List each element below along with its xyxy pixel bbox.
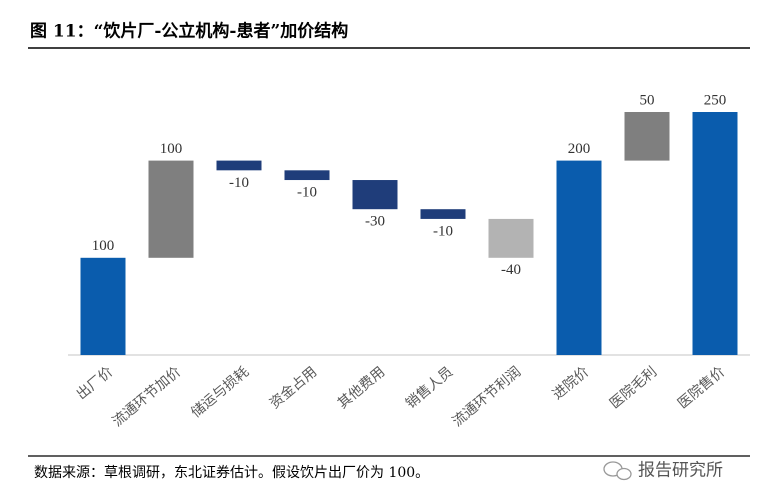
bar: [420, 209, 466, 219]
x-tick-label: 医院售价: [675, 364, 728, 412]
chart-title: 图 11：“饮片厂-公立机构-患者”加价结构: [30, 21, 348, 42]
source-note: 数据来源：草根调研，东北证券估计。假设饮片出厂价为 100。: [34, 465, 429, 481]
bar: [352, 180, 398, 210]
value-label: -30: [365, 214, 385, 230]
watermark-icon: [603, 461, 632, 481]
bar: [148, 160, 194, 258]
x-tick-label: 医院毛利: [607, 364, 660, 412]
bar: [624, 112, 670, 161]
bar: [80, 257, 126, 355]
x-tick-label: 流通环节利润: [450, 364, 525, 430]
value-label: 200: [568, 141, 591, 157]
x-tick-label: 销售人员: [403, 364, 456, 412]
value-label: 50: [640, 92, 655, 108]
value-label: 250: [704, 92, 727, 108]
bar: [284, 170, 330, 181]
bar: [556, 160, 602, 355]
value-label: -10: [433, 223, 453, 239]
watermark: 报告研究所: [638, 461, 723, 481]
value-label: 100: [92, 238, 115, 254]
bar: [488, 218, 534, 258]
x-tick-label: 流通环节加价: [110, 364, 185, 430]
x-tick-label: 出厂价: [74, 364, 116, 403]
bar: [692, 112, 738, 355]
x-tick-label: 储运与损耗: [188, 364, 252, 421]
value-label: -10: [297, 184, 317, 200]
value-label: -40: [501, 262, 521, 278]
value-label: 100: [160, 141, 183, 157]
value-label: -10: [229, 175, 249, 191]
bar: [216, 160, 262, 171]
x-tick-label: 其他费用: [335, 364, 388, 412]
x-tick-label: 进院价: [550, 364, 592, 403]
x-tick-label: 资金占用: [267, 364, 320, 412]
